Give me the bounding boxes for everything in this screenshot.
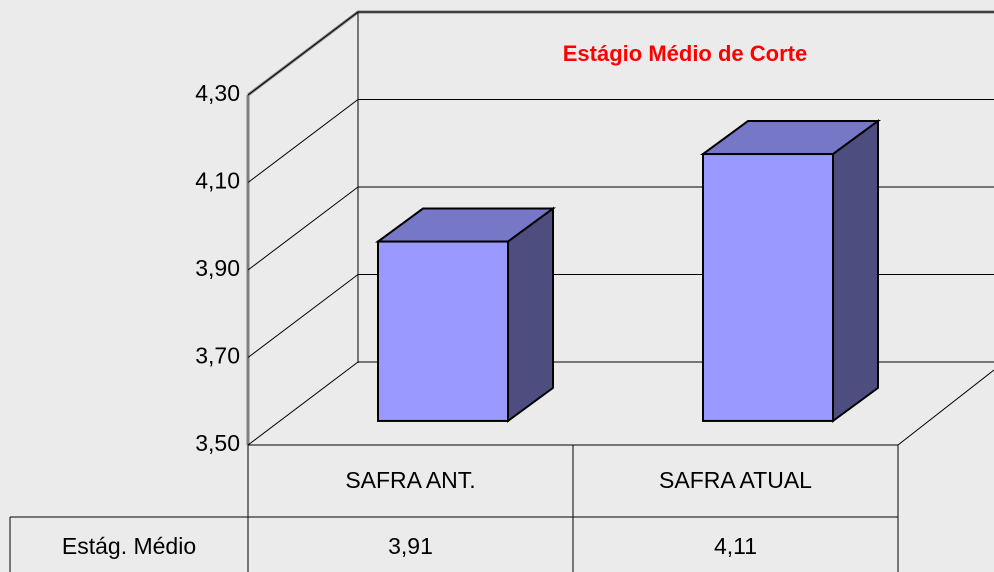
series-name: Estág. Médio <box>62 533 196 559</box>
y-tick-label: 3,70 <box>195 343 240 369</box>
y-tick-label: 4,30 <box>195 80 240 106</box>
bar <box>702 153 834 422</box>
bar <box>377 240 509 422</box>
bar-side <box>832 119 879 423</box>
table-value: 3,91 <box>388 533 433 559</box>
data-table: Estág. Médio <box>9 445 899 572</box>
grid-line-side <box>247 361 359 446</box>
y-tick-label: 3,50 <box>195 430 240 456</box>
grid-line-side <box>247 99 359 183</box>
grid-line-side <box>247 274 359 358</box>
bar-side <box>507 206 554 423</box>
grid-line-side <box>247 186 359 271</box>
chart-title: Estágio Médio de Corte <box>563 41 807 66</box>
x-tick-label: SAFRA ANT. <box>345 467 475 493</box>
grid-line-side <box>247 11 359 96</box>
y-tick-label: 4,10 <box>195 168 240 194</box>
x-tick-label: SAFRA ATUAL <box>659 467 812 493</box>
floor-edge <box>248 369 994 446</box>
y-tick-label: 3,90 <box>195 255 240 281</box>
table-value: 4,11 <box>714 533 757 559</box>
